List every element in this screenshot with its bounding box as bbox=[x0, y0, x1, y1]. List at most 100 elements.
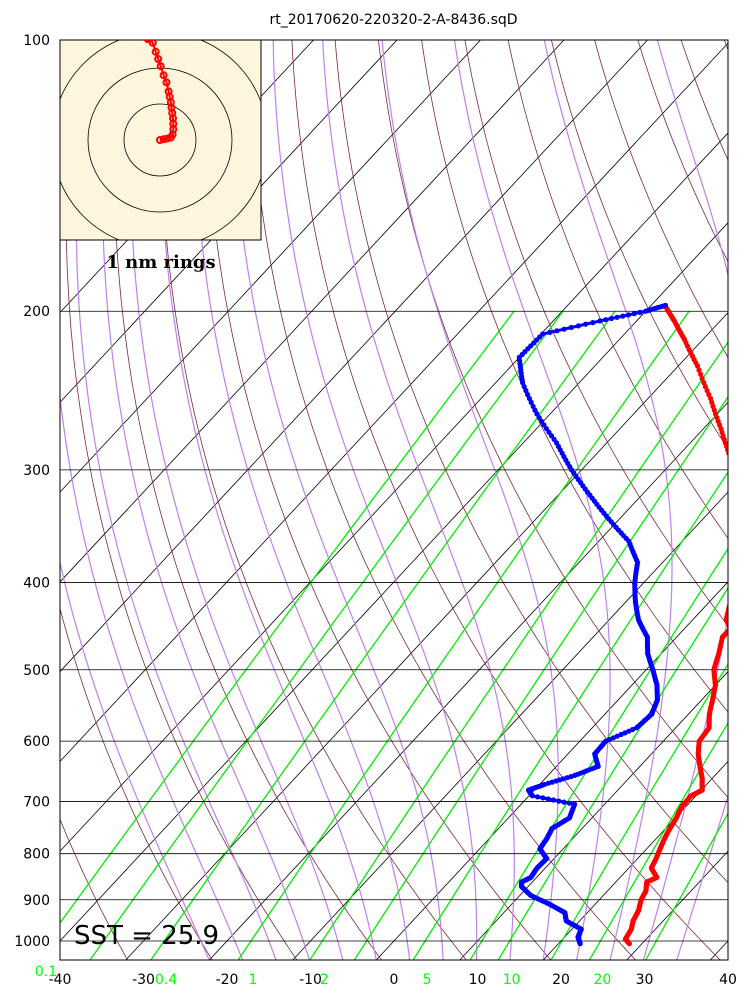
isotherm-line bbox=[60, 222, 728, 942]
moist-adiabat-line bbox=[160, 40, 377, 960]
temperature-point bbox=[730, 594, 735, 599]
dewpoint-point bbox=[521, 384, 527, 390]
hodograph-track-point bbox=[154, 55, 163, 63]
dry-adiabat-line bbox=[160, 40, 467, 960]
dry-adiabat-line bbox=[377, 40, 728, 798]
temperature-point bbox=[742, 516, 747, 521]
temperature-point bbox=[743, 522, 748, 527]
dewpoint-point bbox=[543, 426, 550, 432]
dewpoint-point bbox=[554, 328, 560, 334]
mixing-ratio-line bbox=[588, 721, 728, 960]
temperature-point bbox=[743, 525, 748, 530]
temperature-point bbox=[741, 574, 746, 579]
temperature-tick-label: -10 bbox=[299, 972, 322, 988]
hodograph-track bbox=[143, 40, 178, 144]
dry-adiabat-line bbox=[680, 40, 728, 162]
mixing-ratio-tick-label: 1 bbox=[249, 972, 258, 988]
temperature-point bbox=[737, 582, 742, 587]
isotherm-line bbox=[60, 42, 728, 762]
moist-adiabat-line bbox=[230, 40, 444, 960]
temperature-point bbox=[730, 464, 735, 469]
pressure-tick-label: 300 bbox=[23, 463, 50, 479]
mixing-ratio-line bbox=[550, 662, 728, 960]
mixing-ratio-line bbox=[60, 310, 515, 925]
dry-adiabat-line bbox=[60, 606, 213, 960]
isotherm-line bbox=[292, 491, 728, 960]
temperature-point bbox=[704, 388, 710, 394]
temperature-point bbox=[729, 461, 734, 466]
dewpoint-point bbox=[528, 399, 534, 405]
temperature-tick-label: 10 bbox=[469, 972, 487, 988]
temperature-point bbox=[743, 528, 748, 533]
pressure-tick-labels: 100 200 300 400 500 600 700 800 900 1000 bbox=[14, 33, 50, 950]
dry-adiabat-line bbox=[60, 818, 128, 960]
isotherm-line bbox=[125, 311, 728, 960]
hodograph-track-point bbox=[159, 135, 168, 144]
temperature-point bbox=[746, 563, 750, 568]
dry-adiabat-line bbox=[248, 40, 636, 960]
temperature-point bbox=[738, 580, 743, 585]
dewpoint-point bbox=[608, 315, 615, 322]
isotherm-line bbox=[60, 40, 565, 583]
temperature-tick-label: 40 bbox=[719, 972, 737, 988]
temperature-tick-label: 0 bbox=[390, 972, 399, 988]
dewpoint-point bbox=[566, 800, 573, 806]
mixing-ratio-tick-label: 0.1 bbox=[35, 964, 57, 980]
temperature-point bbox=[744, 569, 749, 574]
moist-adiabat-line bbox=[75, 40, 277, 960]
dry-adiabat-line bbox=[723, 40, 728, 51]
hodograph-rings bbox=[60, 40, 261, 240]
temperature-point bbox=[696, 367, 702, 373]
mixing-ratio-line bbox=[89, 310, 564, 960]
temperature-point bbox=[741, 510, 746, 515]
dry-adiabat-line bbox=[550, 40, 728, 450]
dry-adiabat-line bbox=[637, 40, 728, 263]
moist-adiabat-line bbox=[381, 40, 559, 960]
mixing-ratio-tick-labels: 0.1 0.4 1 2 5 10 20 bbox=[35, 964, 611, 988]
dewpoint-point bbox=[541, 422, 547, 428]
dewpoint-point bbox=[583, 321, 589, 327]
temperature-point bbox=[737, 493, 742, 498]
temperature-point bbox=[702, 384, 709, 390]
dewpoint-point bbox=[631, 311, 637, 317]
hodograph-track-point bbox=[143, 40, 152, 44]
dewpoint-point bbox=[590, 320, 596, 326]
temperature-point bbox=[743, 571, 748, 576]
pressure-tick-label: 400 bbox=[23, 575, 50, 591]
temperature-point bbox=[698, 371, 704, 377]
temperature-tick-label: 20 bbox=[552, 972, 570, 988]
moist-adiabat-line bbox=[193, 40, 411, 960]
dewpoint-point bbox=[535, 794, 541, 800]
temperature-point bbox=[734, 480, 739, 485]
hodograph-track-point bbox=[162, 78, 171, 87]
temperature-point bbox=[728, 599, 733, 604]
temperature-point bbox=[744, 551, 749, 556]
dewpoint-point bbox=[525, 392, 531, 398]
temperature-point bbox=[744, 549, 749, 554]
dewpoint-point bbox=[523, 388, 529, 394]
pressure-tick-label: 200 bbox=[23, 304, 50, 320]
dry-adiabat-line bbox=[204, 40, 552, 960]
moist-adiabat-line bbox=[60, 40, 244, 960]
dewpoint-point bbox=[561, 326, 567, 332]
dry-adiabat-line bbox=[421, 40, 728, 713]
dewpoint-point bbox=[547, 329, 553, 335]
mixing-ratio-tick-label: 10 bbox=[503, 972, 521, 988]
temperature-point bbox=[739, 578, 744, 583]
hodograph-label: 1 nm rings bbox=[106, 252, 215, 273]
hodograph-track-point bbox=[151, 47, 160, 56]
dewpoint-point bbox=[614, 733, 620, 739]
dry-adiabat-line bbox=[0, 0, 43, 960]
temperature-point bbox=[744, 544, 749, 549]
pressure-tick-label: 800 bbox=[23, 847, 50, 863]
dewpoint-point bbox=[575, 323, 582, 329]
isotherm-line bbox=[459, 671, 728, 960]
temperature-point bbox=[744, 539, 749, 544]
dewpoint-point bbox=[540, 331, 546, 337]
dewpoint-point bbox=[620, 313, 626, 319]
dewpoint-point bbox=[561, 799, 567, 805]
dewpoint-point bbox=[530, 403, 536, 409]
isotherm-line bbox=[375, 581, 728, 960]
temperature-point bbox=[745, 553, 750, 558]
mixing-ratio-tick-label: 2 bbox=[320, 972, 329, 988]
